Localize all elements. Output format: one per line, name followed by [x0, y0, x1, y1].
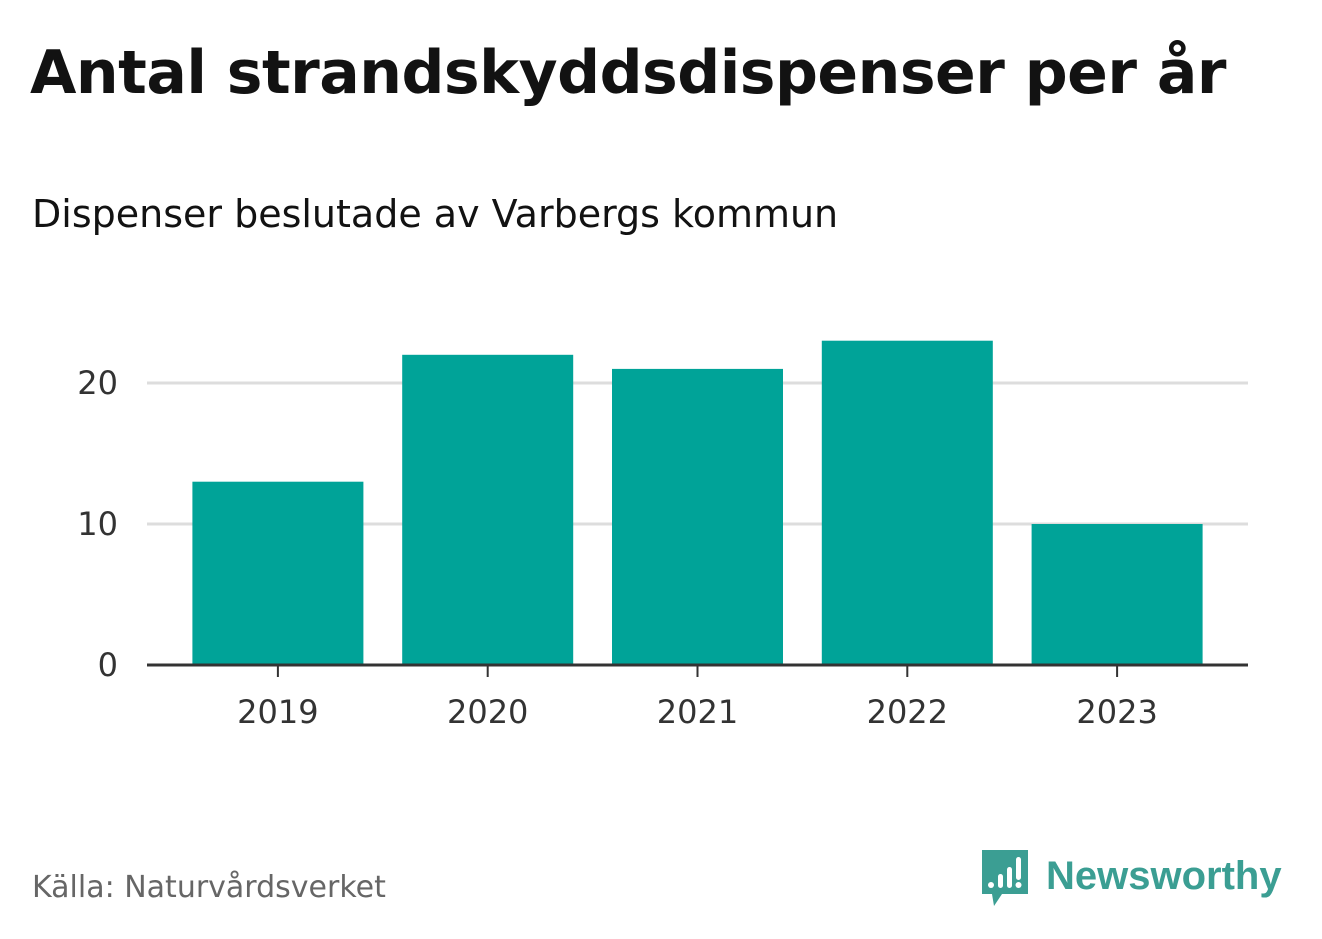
bar-2020: [402, 354, 574, 665]
y-tick-label-0: 0: [98, 646, 118, 684]
x-tick-label-2022: 2022: [867, 693, 948, 731]
brand-name: Newsworthy: [1046, 853, 1282, 898]
brand-logo-group: Newsworthy: [982, 850, 1282, 910]
bar-2023: [1031, 524, 1203, 665]
x-tick-label-2021: 2021: [657, 693, 738, 731]
x-tick-label-2020: 2020: [447, 693, 528, 731]
source-note: Källa: Naturvårdsverket: [32, 870, 386, 905]
axes: 0 10 20 2019 2020 2021 2022 2023: [77, 364, 1248, 731]
bars: [192, 340, 1203, 665]
chart-subtitle: Dispenser beslutade av Varbergs kommun: [32, 192, 839, 236]
bar-2022: [821, 340, 993, 665]
y-tick-label-10: 10: [77, 505, 118, 543]
chart-title: Antal strandskyddsdispenser per år: [30, 38, 1226, 108]
newsworthy-logo-icon: [982, 850, 1028, 906]
bar-2021: [612, 368, 783, 665]
x-tick-label-2019: 2019: [237, 693, 318, 731]
x-tick-label-2023: 2023: [1076, 693, 1157, 731]
y-tick-label-20: 20: [77, 364, 118, 402]
bar-2019: [192, 481, 364, 665]
